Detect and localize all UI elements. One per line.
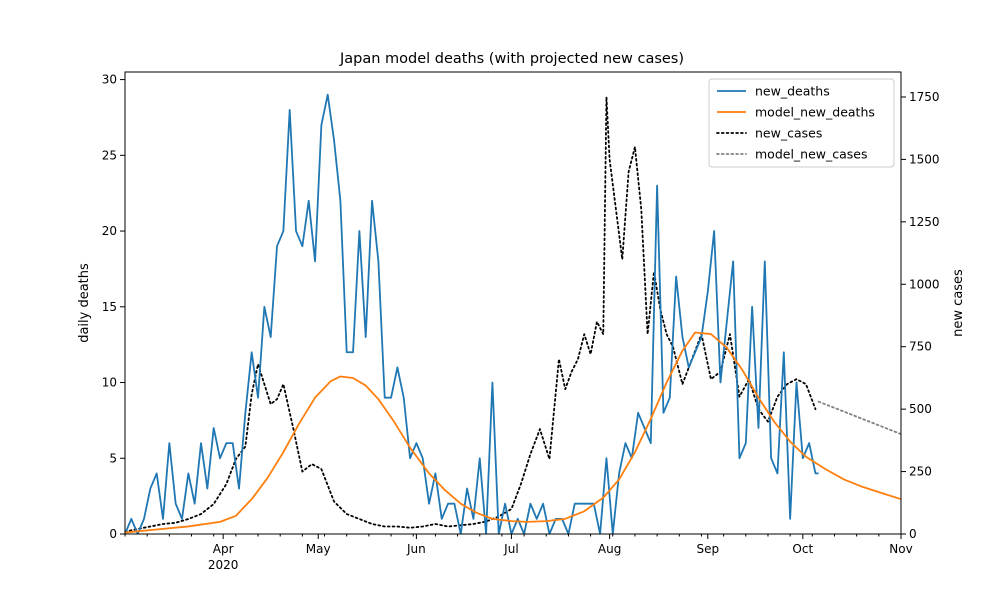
- series-layer: [125, 93, 901, 534]
- y-left-tick-label: 20: [102, 224, 117, 238]
- y-left-tick-label: 5: [109, 451, 117, 465]
- legend-label: new_cases: [755, 126, 822, 141]
- y-right-tick-label: 1000: [909, 277, 940, 291]
- y-axis-right-label: new cases: [951, 269, 966, 337]
- y-right-tick-label: 1750: [909, 90, 940, 104]
- x-tick-label: May: [306, 542, 331, 556]
- y-right-tick-label: 1250: [909, 215, 940, 229]
- y-right-tick-label: 1500: [909, 152, 940, 166]
- x-tick-label: Aug: [598, 542, 621, 556]
- legend-label: new_deaths: [755, 84, 830, 99]
- y-axis-left: 0 5 10 15 20 25 30: [102, 73, 125, 541]
- y-right-tick-label: 500: [909, 402, 932, 416]
- y-left-tick-label: 25: [102, 148, 117, 162]
- x-tick-label: Nov: [889, 542, 912, 556]
- legend-label: model_new_deaths: [755, 105, 875, 120]
- legend-box: [708, 78, 895, 168]
- y-left-tick-label: 0: [109, 527, 117, 541]
- x-tick-label: Apr: [213, 542, 234, 556]
- x-axis: Apr 2020 May Jun Jul Aug Sep Oct Nov: [124, 534, 913, 572]
- legend: new_deaths model_new_deaths new_casesmodel…: [708, 78, 895, 168]
- y-axis-right: 0 250 500 750 1000 1250 1500 1750: [901, 90, 940, 541]
- y-left-tick-label: 15: [102, 300, 117, 314]
- y-left-tick-label: 10: [102, 376, 117, 390]
- y-right-tick-label: 750: [909, 340, 932, 354]
- x-tick-sublabel: 2020: [208, 558, 239, 572]
- x-tick-label: Sep: [696, 542, 719, 556]
- y-right-tick-label: 0: [909, 527, 917, 541]
- y-left-tick-label: 30: [102, 73, 117, 87]
- x-tick-label: Jun: [406, 542, 426, 556]
- legend-label: model_new_cases: [755, 147, 868, 162]
- y-right-tick-label: 250: [909, 465, 932, 479]
- x-tick-label: Oct: [792, 542, 813, 556]
- series-line-model-new-cases: [817, 400, 901, 436]
- x-tick-label: Jul: [503, 542, 518, 556]
- series-line-model-new-deaths: [125, 331, 901, 534]
- series-line-new-deaths: [125, 93, 819, 534]
- y-axis-left-label: daily deaths: [77, 263, 92, 343]
- chart-title: Japan model deaths (with projected new c…: [339, 51, 684, 67]
- plot-frame: [124, 71, 902, 535]
